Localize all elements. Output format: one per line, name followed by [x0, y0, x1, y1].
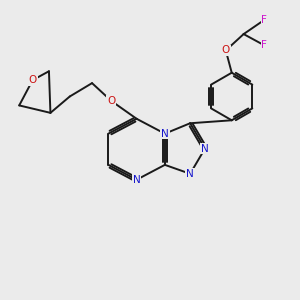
Text: O: O — [28, 75, 37, 85]
Text: N: N — [161, 129, 169, 139]
Text: O: O — [107, 96, 116, 106]
Text: N: N — [133, 175, 140, 185]
Text: O: O — [222, 45, 230, 56]
Text: N: N — [186, 169, 194, 179]
Text: F: F — [262, 15, 267, 25]
Text: N: N — [201, 143, 209, 154]
Text: F: F — [262, 40, 267, 50]
